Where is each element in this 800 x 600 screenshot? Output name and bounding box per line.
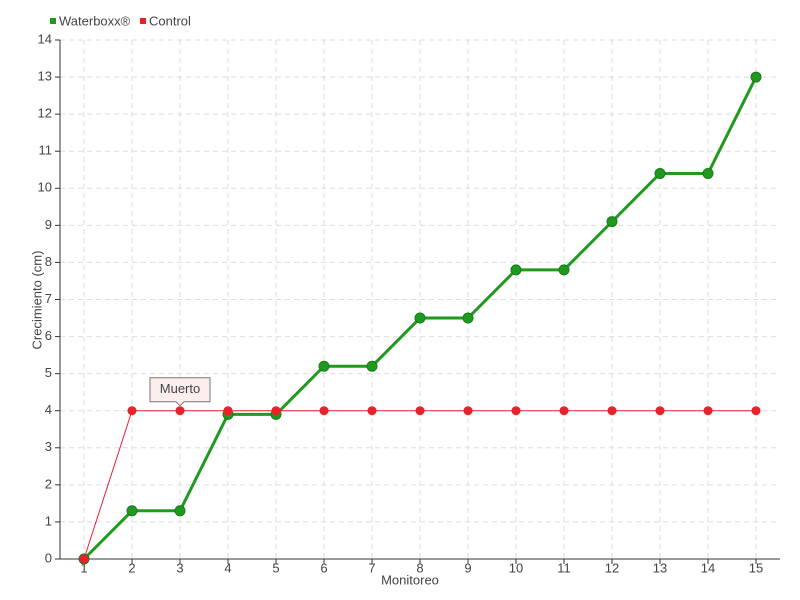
point bbox=[127, 406, 137, 416]
x-tick-label: 9 bbox=[464, 560, 471, 575]
x-tick-label: 15 bbox=[749, 560, 763, 575]
point bbox=[79, 554, 89, 564]
x-tick-label: 8 bbox=[416, 560, 423, 575]
point bbox=[271, 406, 281, 416]
legend-swatch bbox=[140, 18, 146, 24]
x-tick-label: 6 bbox=[320, 560, 327, 575]
point bbox=[367, 406, 377, 416]
point bbox=[511, 406, 521, 416]
y-tick-label: 14 bbox=[38, 31, 52, 46]
point bbox=[414, 312, 426, 324]
y-tick-label: 1 bbox=[45, 513, 52, 528]
y-tick-label: 3 bbox=[45, 439, 52, 454]
x-tick-label: 1 bbox=[80, 560, 87, 575]
y-tick-label: 9 bbox=[45, 217, 52, 232]
y-tick-label: 10 bbox=[38, 180, 52, 195]
y-tick-label: 13 bbox=[38, 69, 52, 84]
y-tick-label: 5 bbox=[45, 365, 52, 380]
point bbox=[462, 312, 474, 324]
point bbox=[750, 71, 762, 83]
x-tick-label: 13 bbox=[653, 560, 667, 575]
legend-label: Waterboxx® bbox=[59, 13, 131, 28]
annotation-box bbox=[149, 377, 211, 407]
point bbox=[126, 505, 138, 517]
point bbox=[606, 216, 618, 228]
legend-swatch bbox=[50, 18, 56, 24]
point bbox=[174, 505, 186, 517]
y-tick-label: 4 bbox=[45, 402, 52, 417]
point bbox=[415, 406, 425, 416]
point bbox=[654, 167, 666, 179]
point bbox=[751, 406, 761, 416]
y-tick-label: 7 bbox=[45, 291, 52, 306]
x-tick-label: 3 bbox=[176, 560, 183, 575]
point bbox=[319, 406, 329, 416]
y-tick-label: 2 bbox=[45, 476, 52, 491]
x-tick-label: 12 bbox=[605, 560, 619, 575]
point bbox=[463, 406, 473, 416]
y-tick-label: 8 bbox=[45, 254, 52, 269]
point bbox=[655, 406, 665, 416]
x-tick-label: 11 bbox=[557, 560, 571, 575]
point bbox=[558, 264, 570, 276]
point bbox=[510, 264, 522, 276]
y-tick-label: 12 bbox=[38, 106, 52, 121]
x-tick-label: 10 bbox=[509, 560, 523, 575]
y-axis-title: Crecimiento (cm) bbox=[29, 251, 44, 350]
point bbox=[607, 406, 617, 416]
x-tick-label: 7 bbox=[368, 560, 375, 575]
y-tick-label: 11 bbox=[39, 143, 53, 158]
point bbox=[175, 406, 185, 416]
annotation: Muerto bbox=[160, 381, 200, 396]
x-tick-label: 5 bbox=[272, 560, 279, 575]
point bbox=[559, 406, 569, 416]
point bbox=[702, 167, 714, 179]
point bbox=[223, 406, 233, 416]
point bbox=[318, 360, 330, 372]
point bbox=[366, 360, 378, 372]
y-tick-label: 0 bbox=[45, 550, 52, 565]
y-tick-label: 6 bbox=[45, 328, 52, 343]
x-tick-label: 2 bbox=[128, 560, 135, 575]
x-axis-title: Monitoreo bbox=[381, 572, 439, 587]
x-tick-label: 14 bbox=[701, 560, 715, 575]
point bbox=[703, 406, 713, 416]
x-tick-label: 4 bbox=[224, 560, 231, 575]
legend-label: Control bbox=[149, 13, 191, 28]
